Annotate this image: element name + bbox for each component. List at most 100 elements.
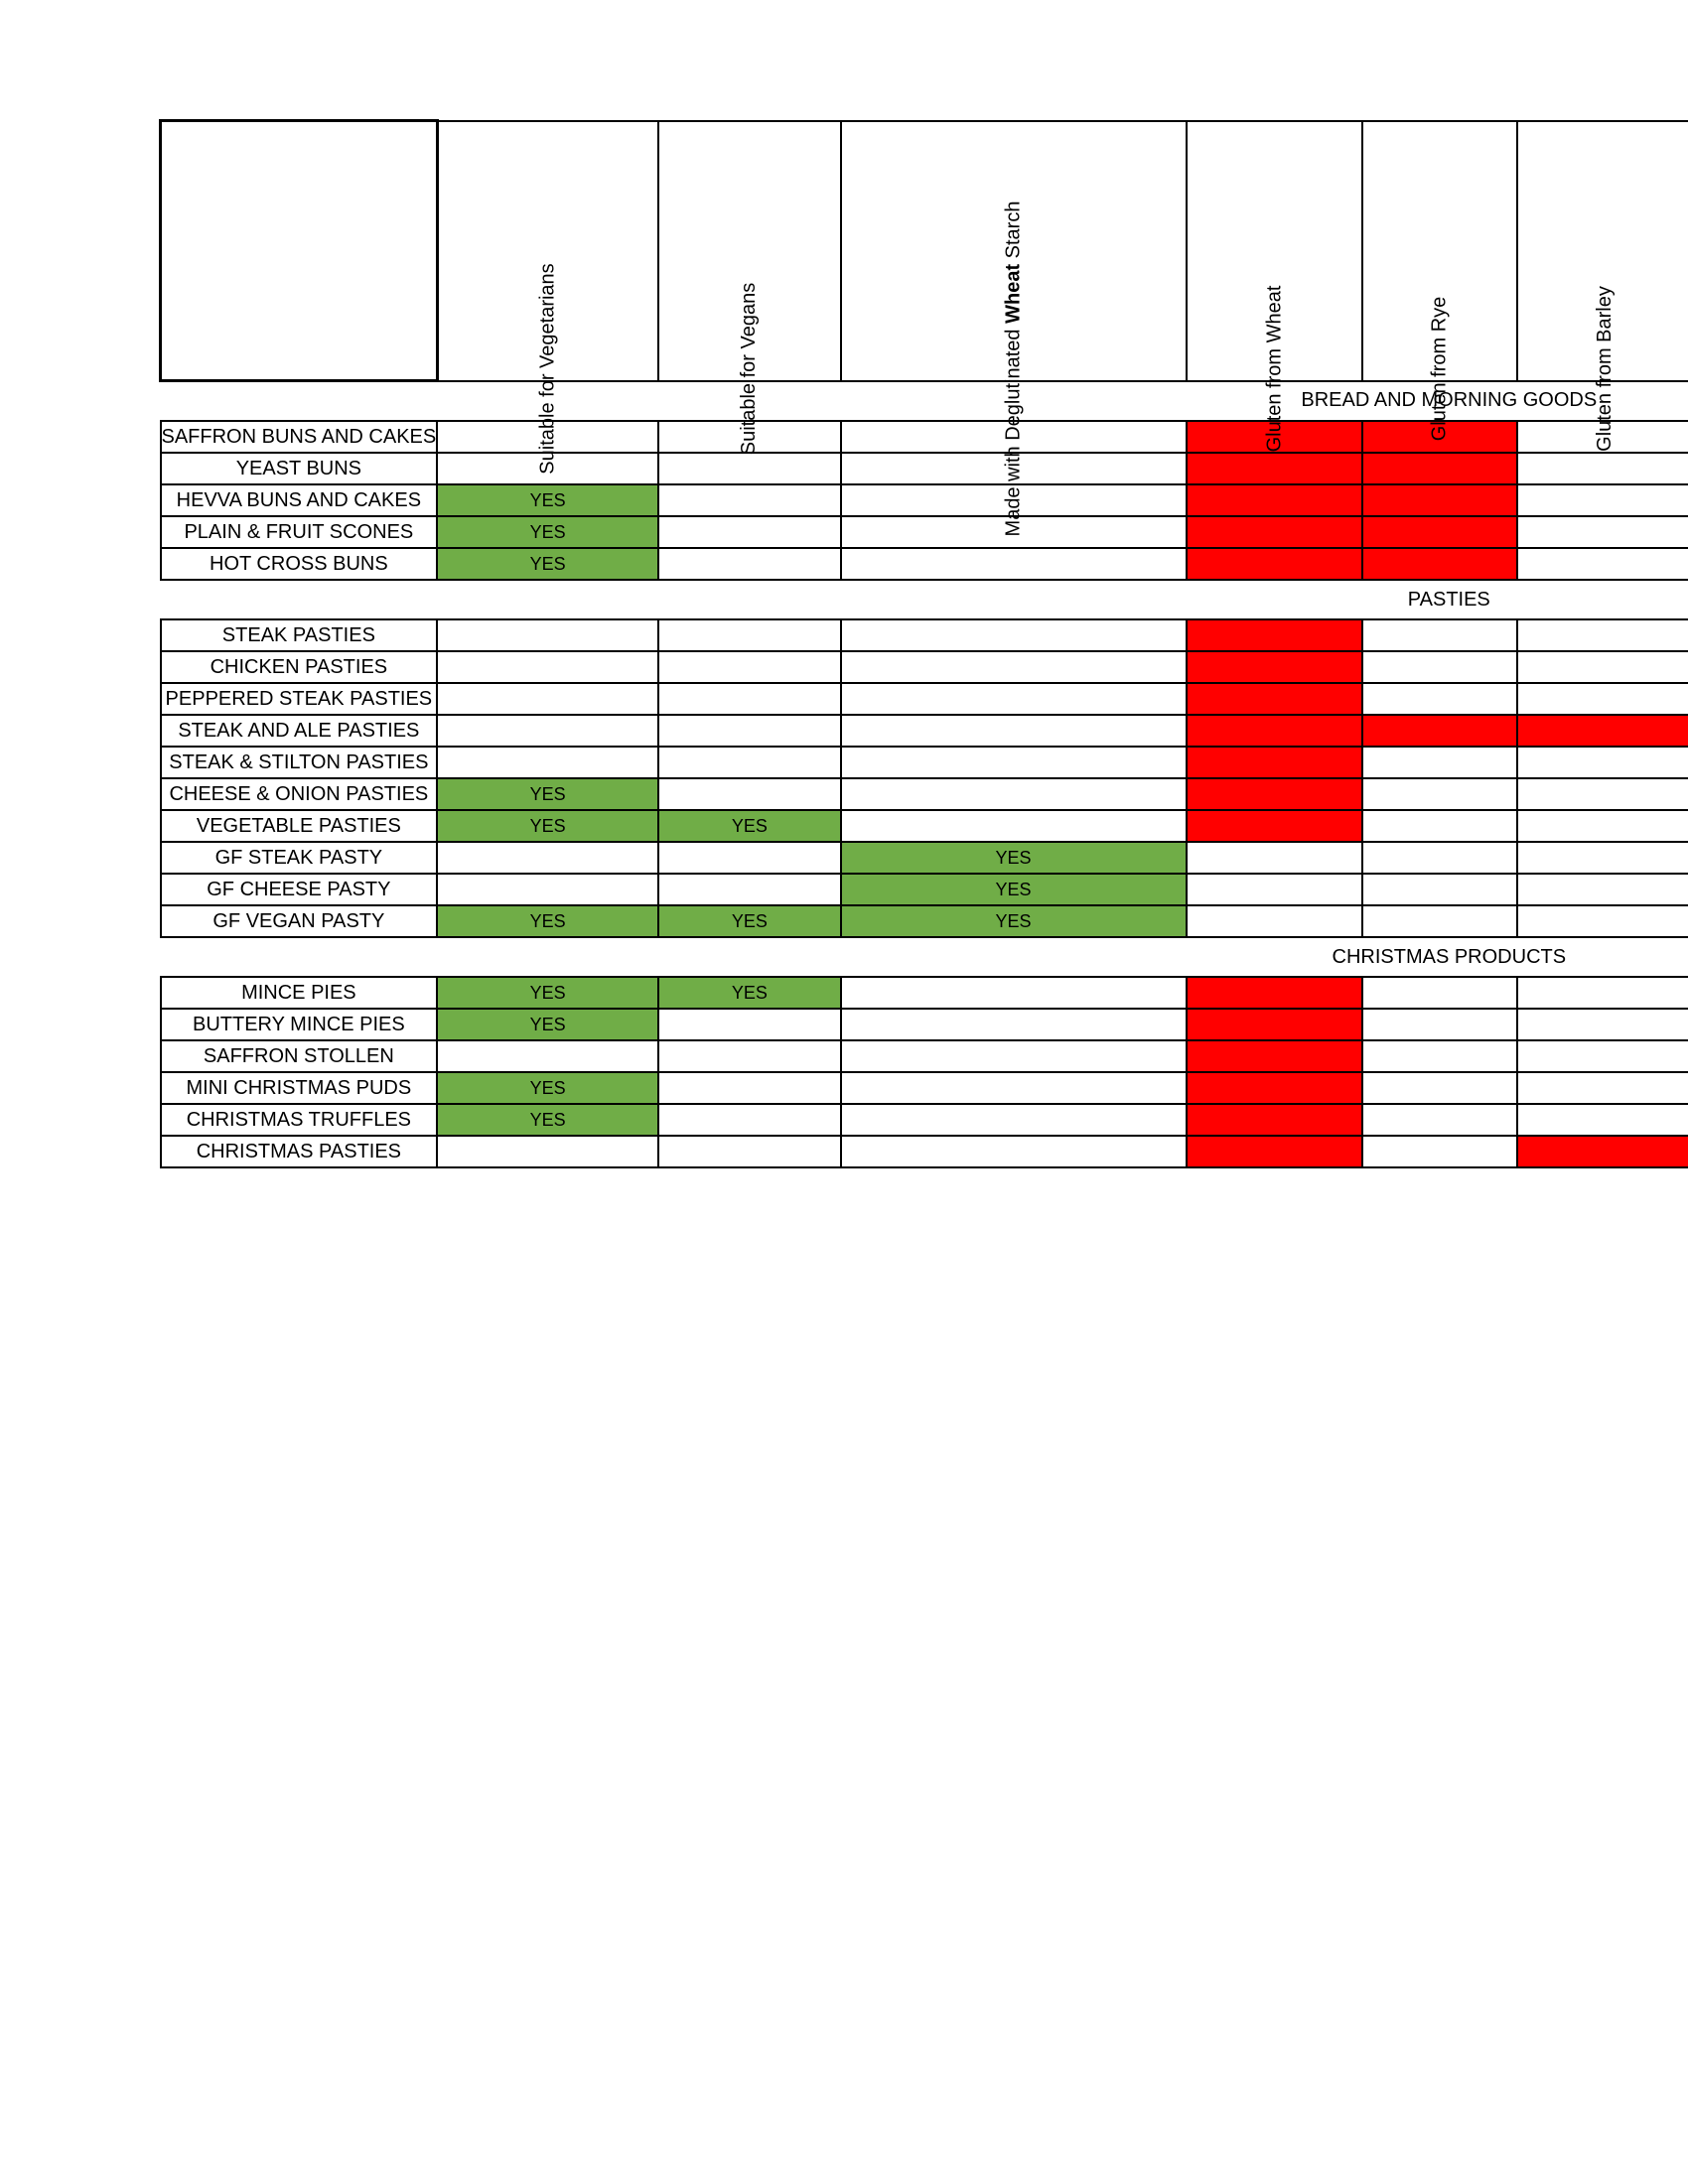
cell-barley xyxy=(1517,810,1688,842)
cell-barley xyxy=(1517,683,1688,715)
cell-rye xyxy=(1362,1104,1517,1136)
cell-rye xyxy=(1362,905,1517,937)
cell-degl xyxy=(841,1104,1187,1136)
col-head-label: Gluten from Wheat xyxy=(1263,281,1286,456)
cell-vegan xyxy=(658,842,840,874)
section-title: BREAD AND MORNING GOODS xyxy=(437,381,1688,422)
cell-veg: YES xyxy=(437,778,658,810)
cell-degl xyxy=(841,715,1187,747)
cell-degl xyxy=(841,548,1187,580)
cell-wheat xyxy=(1187,810,1363,842)
row-name: PEPPERED STEAK PASTIES xyxy=(161,683,438,715)
section-header: PASTIES xyxy=(161,580,1688,619)
col-head-wheat: Gluten from Wheat xyxy=(1187,121,1363,381)
table-row: MINCE PIESYESYES xyxy=(161,977,1688,1009)
cell-wheat xyxy=(1187,683,1363,715)
col-head-label: Gluten from Rye xyxy=(1429,292,1452,445)
cell-vegan xyxy=(658,1040,840,1072)
cell-wheat xyxy=(1187,516,1363,548)
cell-wheat xyxy=(1187,715,1363,747)
cell-wheat xyxy=(1187,778,1363,810)
col-head-barley: Gluten from Barley xyxy=(1517,121,1688,381)
table-row: YEAST BUNS xyxy=(161,453,1688,484)
cell-barley xyxy=(1517,619,1688,651)
cell-barley xyxy=(1517,651,1688,683)
cell-vegan xyxy=(658,1072,840,1104)
col-head-label: Gluten from Barley xyxy=(1594,282,1617,456)
row-name: STEAK & STILTON PASTIES xyxy=(161,747,438,778)
cell-vegan xyxy=(658,778,840,810)
allergen-table: Suitable for VegetariansSuitable for Veg… xyxy=(159,119,1688,1168)
cell-degl xyxy=(841,1040,1187,1072)
table-row: VEGETABLE PASTIESYESYES xyxy=(161,810,1688,842)
row-name: GF STEAK PASTY xyxy=(161,842,438,874)
table-row: STEAK PASTIES xyxy=(161,619,1688,651)
cell-wheat xyxy=(1187,1104,1363,1136)
cell-vegan xyxy=(658,484,840,516)
cell-rye xyxy=(1362,874,1517,905)
cell-veg: YES xyxy=(437,977,658,1009)
section-title: PASTIES xyxy=(437,580,1688,619)
row-name: SAFFRON STOLLEN xyxy=(161,1040,438,1072)
cell-rye xyxy=(1362,810,1517,842)
table-row: SAFFRON STOLLEN xyxy=(161,1040,1688,1072)
cell-vegan xyxy=(658,1009,840,1040)
cell-rye xyxy=(1362,484,1517,516)
cell-veg: YES xyxy=(437,516,658,548)
cell-degl xyxy=(841,683,1187,715)
cell-barley xyxy=(1517,453,1688,484)
cell-barley xyxy=(1517,715,1688,747)
cell-rye xyxy=(1362,453,1517,484)
cell-degl: YES xyxy=(841,842,1187,874)
row-name: CHEESE & ONION PASTIES xyxy=(161,778,438,810)
cell-veg xyxy=(437,651,658,683)
cell-rye xyxy=(1362,683,1517,715)
row-name: GF VEGAN PASTY xyxy=(161,905,438,937)
cell-rye xyxy=(1362,715,1517,747)
cell-vegan xyxy=(658,683,840,715)
table-row: CHRISTMAS PASTIES xyxy=(161,1136,1688,1167)
cell-veg: YES xyxy=(437,1009,658,1040)
section-header: CHRISTMAS PRODUCTS xyxy=(161,937,1688,977)
cell-rye xyxy=(1362,1009,1517,1040)
row-name: SAFFRON BUNS AND CAKES xyxy=(161,421,438,453)
cell-wheat xyxy=(1187,874,1363,905)
cell-degl: YES xyxy=(841,905,1187,937)
section-title: CHRISTMAS PRODUCTS xyxy=(437,937,1688,977)
cell-barley xyxy=(1517,484,1688,516)
cell-barley xyxy=(1517,1136,1688,1167)
cell-veg: YES xyxy=(437,484,658,516)
col-head-rye: Gluten from Rye xyxy=(1362,121,1517,381)
table-row: CHICKEN PASTIES xyxy=(161,651,1688,683)
cell-veg: YES xyxy=(437,548,658,580)
cell-barley xyxy=(1517,516,1688,548)
row-name: HOT CROSS BUNS xyxy=(161,548,438,580)
cell-rye xyxy=(1362,1072,1517,1104)
cell-vegan: YES xyxy=(658,905,840,937)
table-row: STEAK AND ALE PASTIES xyxy=(161,715,1688,747)
cell-veg: YES xyxy=(437,810,658,842)
cell-vegan xyxy=(658,874,840,905)
cell-vegan xyxy=(658,651,840,683)
header-corner xyxy=(161,121,438,381)
cell-wheat xyxy=(1187,619,1363,651)
cell-degl xyxy=(841,619,1187,651)
cell-degl xyxy=(841,1136,1187,1167)
cell-rye xyxy=(1362,516,1517,548)
cell-rye xyxy=(1362,747,1517,778)
section-spacer xyxy=(161,381,438,422)
cell-rye xyxy=(1362,651,1517,683)
section-spacer xyxy=(161,580,438,619)
row-name: YEAST BUNS xyxy=(161,453,438,484)
cell-barley xyxy=(1517,977,1688,1009)
cell-rye xyxy=(1362,977,1517,1009)
col-head-label: Made with Deglutinated Wheat Starch xyxy=(1002,197,1025,540)
cell-degl: YES xyxy=(841,874,1187,905)
table-row: HOT CROSS BUNSYES xyxy=(161,548,1688,580)
table-row: STEAK & STILTON PASTIES xyxy=(161,747,1688,778)
row-name: STEAK PASTIES xyxy=(161,619,438,651)
cell-vegan: YES xyxy=(658,810,840,842)
cell-vegan xyxy=(658,715,840,747)
cell-wheat xyxy=(1187,453,1363,484)
row-name: VEGETABLE PASTIES xyxy=(161,810,438,842)
